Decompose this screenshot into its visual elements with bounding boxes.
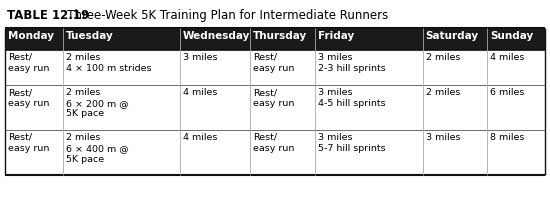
Bar bbox=[315, 85, 422, 130]
Bar bbox=[487, 50, 545, 85]
Text: TABLE 12.19: TABLE 12.19 bbox=[7, 9, 89, 22]
Bar bbox=[250, 28, 315, 50]
Text: 2 miles: 2 miles bbox=[426, 53, 460, 62]
Text: Sunday: Sunday bbox=[490, 31, 534, 41]
Text: 2 miles
6 × 400 m @
5K pace: 2 miles 6 × 400 m @ 5K pace bbox=[66, 133, 129, 163]
Bar bbox=[250, 85, 315, 130]
Text: Rest/
easy run: Rest/ easy run bbox=[8, 53, 50, 73]
Text: 8 miles: 8 miles bbox=[490, 133, 525, 142]
Bar bbox=[180, 130, 250, 175]
Bar bbox=[422, 130, 487, 175]
Bar bbox=[422, 28, 487, 50]
Bar bbox=[315, 28, 422, 50]
Bar bbox=[250, 130, 315, 175]
Bar bbox=[63, 130, 180, 175]
Text: Monday: Monday bbox=[8, 31, 54, 41]
Text: Friday: Friday bbox=[317, 31, 354, 41]
Bar bbox=[180, 50, 250, 85]
Bar bbox=[63, 85, 180, 130]
Text: Three-Week 5K Training Plan for Intermediate Runners: Three-Week 5K Training Plan for Intermed… bbox=[56, 9, 388, 22]
Text: Rest/
easy run: Rest/ easy run bbox=[253, 88, 294, 108]
Text: 4 miles: 4 miles bbox=[490, 53, 525, 62]
Text: 3 miles: 3 miles bbox=[426, 133, 460, 142]
Text: Rest/
easy run: Rest/ easy run bbox=[8, 133, 50, 153]
Text: 4 miles: 4 miles bbox=[183, 88, 217, 97]
Text: 3 miles
2-3 hill sprints: 3 miles 2-3 hill sprints bbox=[317, 53, 386, 73]
Text: Rest/
easy run: Rest/ easy run bbox=[8, 88, 50, 108]
Text: 3 miles
5-7 hill sprints: 3 miles 5-7 hill sprints bbox=[317, 133, 385, 153]
Bar bbox=[5, 50, 63, 85]
Text: Saturday: Saturday bbox=[426, 31, 478, 41]
Bar bbox=[315, 130, 422, 175]
Bar bbox=[180, 85, 250, 130]
Bar bbox=[422, 50, 487, 85]
Text: 2 miles: 2 miles bbox=[426, 88, 460, 97]
Text: 2 miles
6 × 200 m @
5K pace: 2 miles 6 × 200 m @ 5K pace bbox=[66, 88, 129, 119]
Text: 6 miles: 6 miles bbox=[490, 88, 525, 97]
Bar bbox=[63, 50, 180, 85]
Bar bbox=[487, 28, 545, 50]
Bar bbox=[63, 28, 180, 50]
Bar bbox=[250, 50, 315, 85]
Text: Tuesday: Tuesday bbox=[66, 31, 114, 41]
Bar bbox=[487, 85, 545, 130]
Bar bbox=[5, 28, 63, 50]
Text: 4 miles: 4 miles bbox=[183, 133, 217, 142]
Text: Wednesday: Wednesday bbox=[183, 31, 250, 41]
Text: Rest/
easy run: Rest/ easy run bbox=[253, 133, 294, 153]
Text: Rest/
easy run: Rest/ easy run bbox=[253, 53, 294, 73]
Text: Thursday: Thursday bbox=[253, 31, 307, 41]
Text: 3 miles
4-5 hill sprints: 3 miles 4-5 hill sprints bbox=[317, 88, 385, 108]
Bar bbox=[180, 28, 250, 50]
Text: 3 miles: 3 miles bbox=[183, 53, 217, 62]
Bar bbox=[5, 130, 63, 175]
Bar bbox=[315, 50, 422, 85]
Text: 2 miles
4 × 100 m strides: 2 miles 4 × 100 m strides bbox=[66, 53, 151, 73]
Bar bbox=[5, 85, 63, 130]
Bar bbox=[422, 85, 487, 130]
Bar bbox=[487, 130, 545, 175]
